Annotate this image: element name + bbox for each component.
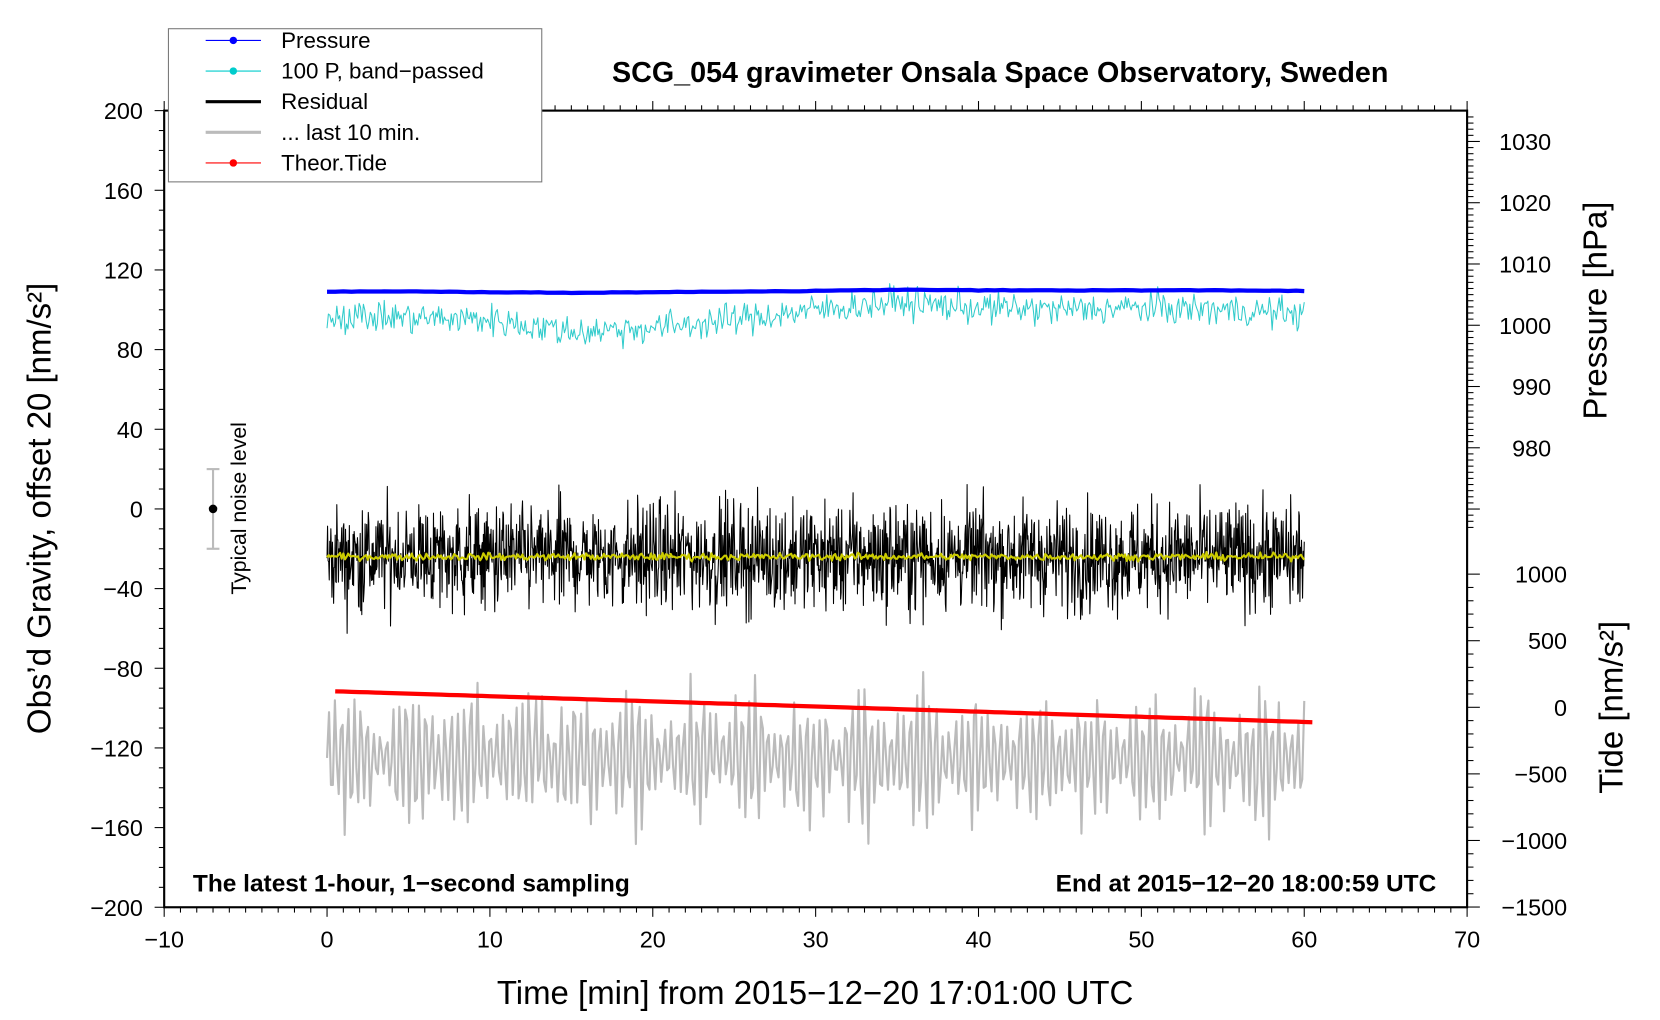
pressure-tick-label: 1010	[1499, 251, 1551, 277]
y-tick-label: −200	[90, 895, 143, 921]
legend-entry: ... last 10 min.	[205, 120, 420, 145]
series-100-p-band-passed	[326, 283, 1305, 350]
x-tick-label: 0	[321, 927, 334, 953]
chart-title: SCG_054 gravimeter Onsala Space Observat…	[612, 57, 1388, 89]
tide-tick-label: −1000	[1501, 828, 1567, 854]
x-tick-label: 60	[1291, 927, 1317, 953]
series--last-10-min-	[325, 671, 1306, 846]
tide-tick-label: 500	[1528, 628, 1567, 654]
y-tick-label: 200	[104, 98, 143, 124]
noise-bar-dot	[208, 504, 218, 514]
tide-tick-label: 1000	[1515, 562, 1567, 588]
tide-axis-label: Tide [nm/s²]	[1592, 621, 1629, 794]
legend-label: 100 P, band−passed	[281, 58, 484, 83]
series-layer	[206, 283, 1313, 846]
legend-entry: 100 P, band−passed	[205, 58, 484, 83]
x-tick-label: 40	[965, 927, 991, 953]
legend-entry: Pressure	[205, 28, 371, 53]
y-tick-label: 40	[117, 417, 143, 443]
series-theor-tide	[335, 689, 1313, 725]
series-residual-smoothed	[326, 550, 1306, 563]
legend: Pressure 100 P, band−passed Residual ... la…	[167, 28, 543, 183]
pressure-tick-label: 1000	[1499, 313, 1551, 339]
x-tick-label: 30	[803, 927, 829, 953]
x-axis-label: Time [min] from 2015−12−20 17:01:00 UTC	[497, 974, 1134, 1011]
legend-entry: Theor.Tide	[205, 150, 387, 175]
annotation-end: End at 2015−12−20 18:00:59 UTC	[1056, 870, 1437, 897]
x-tick-label: 70	[1454, 927, 1480, 953]
ticks-layer: −10 0 10 20 30 40 50 60 7020016012080400−40−80−1…	[90, 98, 1567, 953]
x-tick-label: 20	[640, 927, 666, 953]
x-tick-label: 10	[477, 927, 503, 953]
series-pressure	[327, 287, 1305, 296]
tide-tick-label: −1500	[1501, 895, 1567, 921]
tide-tick-label: 0	[1554, 695, 1567, 721]
y-tick-label: −160	[90, 815, 143, 841]
y-tick-label: 0	[130, 496, 143, 522]
y-tick-label: 160	[104, 178, 143, 204]
legend-label: Residual	[281, 89, 368, 114]
legend-label: Pressure	[281, 28, 370, 53]
legend-marker	[229, 67, 238, 75]
pressure-tick-label: 990	[1512, 374, 1551, 400]
pressure-tick-label: 980	[1512, 435, 1551, 461]
pressure-tick-label: 1020	[1499, 190, 1551, 216]
pressure-axis-label: Pressure [hPa]	[1576, 202, 1613, 420]
legend-label: ... last 10 min.	[281, 120, 420, 145]
y-tick-label: −80	[103, 656, 143, 682]
x-tick-label: −10	[144, 927, 184, 953]
x-tick-label: 50	[1128, 927, 1154, 953]
noise-level-label: Typical noise level	[227, 422, 251, 595]
pressure-tick-label: 1030	[1499, 129, 1551, 155]
series-residual	[326, 484, 1305, 634]
y-axis-label: Obs’d Gravity, offset 20 [nm/s²]	[20, 283, 57, 734]
y-tick-label: 120	[104, 257, 143, 283]
tide-tick-label: −500	[1514, 761, 1567, 787]
legend-box	[167, 28, 543, 183]
legend-marker	[229, 159, 238, 167]
y-tick-label: 80	[117, 337, 143, 363]
legend-label: Theor.Tide	[281, 150, 387, 175]
legend-entry: Residual	[205, 89, 368, 114]
y-tick-label: −120	[90, 735, 143, 761]
y-tick-label: −40	[103, 576, 143, 602]
annotation-latest: The latest 1-hour, 1−second sampling	[193, 870, 630, 897]
legend-marker	[229, 36, 238, 45]
